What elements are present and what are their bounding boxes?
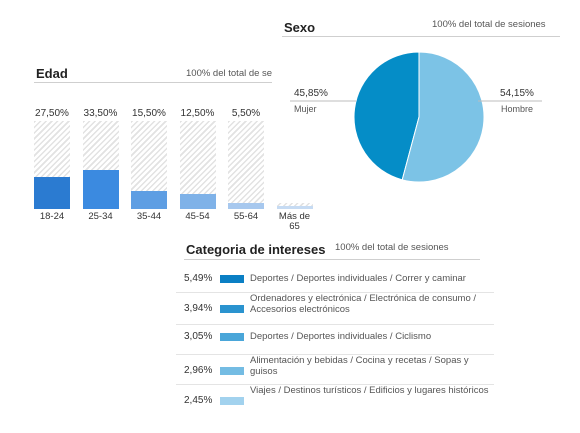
age-bar[interactable]: [228, 203, 264, 209]
age-value-label: 15,50%: [132, 108, 166, 119]
interest-value-label: 2,96%: [184, 365, 213, 376]
interest-row[interactable]: 5,49% Deportes / Deportes individuales / …: [172, 269, 492, 291]
age-value-label: 33,50%: [83, 108, 118, 119]
age-title-rule: [34, 82, 274, 83]
age-subtitle: 100% del total de se: [186, 68, 273, 79]
interest-row[interactable]: 3,05% Deportes / Deportes individuales / …: [172, 327, 492, 353]
interest-row-divider: [176, 292, 494, 293]
interests-subtitle: 100% del total de sesiones: [335, 242, 449, 253]
interest-bar: [220, 333, 244, 341]
age-panel: Edad 100% del total de se 27,50% 18-24 33,…: [0, 0, 313, 240]
interests-panel: Categoria de intereses 100% del total de…: [172, 235, 502, 420]
pie-slice-mujer[interactable]: [353, 51, 420, 181]
interest-row-divider: [176, 384, 494, 385]
mujer-value-label: 45,85%: [294, 88, 328, 99]
gender-subtitle: 100% del total de sesiones: [432, 19, 546, 30]
gender-title-rule: [282, 36, 560, 37]
age-category-label: 45-54: [185, 211, 210, 222]
age-category-label: 35-44: [136, 211, 162, 222]
pie-slice-hombre[interactable]: [401, 51, 485, 183]
interest-category-label: Deportes / Deportes individuales / Cicli…: [250, 331, 432, 342]
interests-title: Categoria de intereses: [186, 242, 326, 257]
age-bar[interactable]: [179, 194, 216, 209]
age-value-label: 27,50%: [35, 108, 69, 119]
gender-pie-chart: [290, 51, 542, 183]
age-bar[interactable]: [34, 177, 70, 209]
interest-value-label: 3,94%: [184, 303, 213, 314]
interest-row-divider: [176, 354, 494, 355]
interest-category-label: Ordenadores y electrónica / Electrónica …: [250, 293, 477, 315]
hombre-value-label: 54,15%: [500, 88, 534, 99]
age-category-label: 55-64: [233, 211, 259, 222]
age-value-label: 5,50%: [231, 108, 261, 119]
interest-category-label: Viajes / Destinos turísticos / Edificios…: [250, 385, 489, 396]
interest-bar: [220, 397, 244, 405]
age-category-label: 18-24: [39, 211, 65, 222]
gender-title: Sexo: [284, 20, 316, 35]
interest-value-label: 3,05%: [184, 331, 213, 342]
mujer-name-label: Mujer: [294, 104, 317, 114]
interest-row-divider: [176, 324, 494, 325]
interest-bar: [220, 367, 244, 375]
interest-row[interactable]: 2,96% Alimentación y bebidas / Cocina y r…: [172, 355, 492, 383]
interest-bar: [220, 275, 244, 283]
age-value-label: 12,50%: [180, 108, 215, 119]
gender-panel: Sexo 100% del total de sesiones 45,85% M…: [272, 8, 580, 203]
age-bar-background: [228, 121, 264, 209]
age-bar[interactable]: [276, 206, 313, 209]
interest-bar: [220, 305, 244, 313]
interests-title-rule: [184, 259, 480, 260]
hombre-name-label: Hombre: [501, 104, 534, 114]
interest-category-label: Alimentación y bebidas / Cocina y receta…: [250, 355, 469, 377]
age-bar[interactable]: [82, 170, 119, 209]
interest-row[interactable]: 2,45% Viajes / Destinos turísticos / Edif…: [172, 385, 492, 415]
interest-category-label: Deportes / Deportes individuales / Corre…: [250, 273, 466, 284]
age-title: Edad: [36, 66, 68, 81]
interest-row[interactable]: 3,94% Ordenadores y electrónica / Electró…: [172, 293, 492, 323]
interest-value-label: 5,49%: [184, 273, 213, 284]
age-bar[interactable]: [131, 191, 167, 209]
age-category-label: Más de 65: [278, 211, 311, 232]
interest-value-label: 2,45%: [184, 395, 213, 406]
age-category-label: 25-34: [88, 211, 113, 222]
